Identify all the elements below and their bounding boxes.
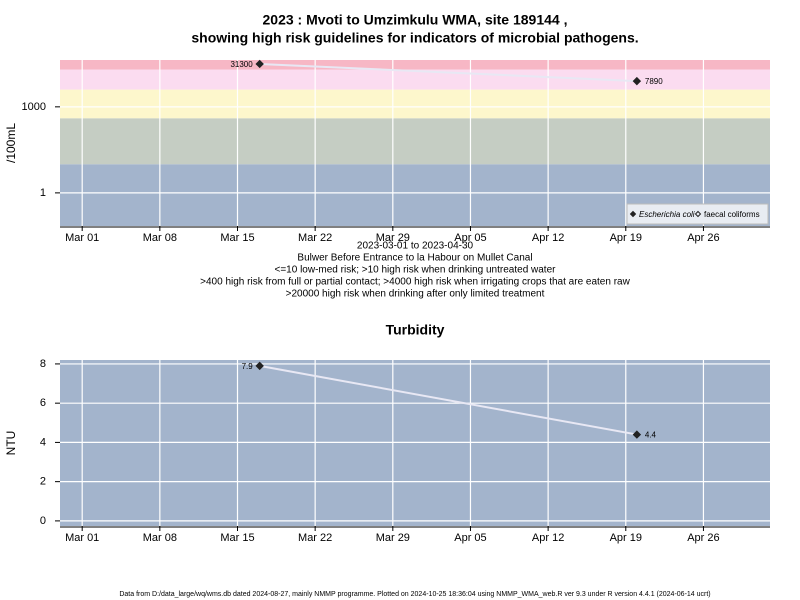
x-tick-label: Apr 19 — [610, 232, 642, 244]
x-tick-label: Mar 22 — [298, 232, 332, 244]
note: Bulwer Before Entrance to la Habour on M… — [297, 253, 532, 264]
legend-label: Escherichia coli — [639, 210, 695, 219]
chart-subtitle: showing high risk guidelines for indicat… — [191, 30, 638, 46]
x-tick-label: Mar 15 — [220, 232, 254, 244]
data-point — [632, 76, 642, 86]
x-tick-label: Apr 05 — [454, 532, 486, 544]
y-tick-label: 1 — [40, 187, 46, 199]
y-tick-label: 4 — [40, 436, 46, 448]
note: >20000 high risk when drinking after onl… — [286, 289, 545, 300]
x-tick-label: Mar 22 — [298, 532, 332, 544]
y-tick-label: 6 — [40, 397, 46, 409]
y-axis-label: /100mL — [4, 123, 18, 163]
series-line — [259, 62, 637, 83]
risk-band — [60, 60, 770, 70]
chart-title: Turbidity — [386, 322, 445, 338]
legend-label: faecal coliforms — [704, 210, 760, 219]
data-point — [255, 59, 264, 69]
y-tick-label: 0 — [40, 515, 46, 527]
data-point — [632, 430, 642, 439]
risk-band — [60, 118, 770, 165]
x-tick-label: Apr 19 — [610, 532, 642, 544]
x-tick-label: Mar 08 — [143, 532, 177, 544]
legend-marker — [694, 210, 702, 218]
data-label: 4.4 — [645, 431, 657, 440]
risk-band — [60, 69, 770, 90]
y-axis-label: NTU — [4, 431, 18, 456]
footer: Data from D:/data_large/wq/wms.db dated … — [119, 591, 710, 598]
y-tick-label: 1000 — [22, 101, 46, 113]
x-tick-label: Mar 01 — [65, 232, 99, 244]
x-tick-label: Mar 15 — [220, 532, 254, 544]
legend: Escherichia coli faecal coliforms — [626, 203, 769, 225]
legend-box — [626, 203, 769, 225]
chart-title: 2023 : Mvoti to Umzimkulu WMA, site 1891… — [263, 12, 568, 28]
data-point — [255, 361, 264, 371]
x-tick-label: Apr 12 — [532, 532, 564, 544]
x-tick-label: Mar 29 — [376, 532, 410, 544]
note: <=10 low-med risk; >10 high risk when dr… — [275, 265, 557, 276]
data-label: 31300 — [230, 60, 253, 69]
x-tick-label: Mar 01 — [65, 532, 99, 544]
x-tick-label: Mar 08 — [143, 232, 177, 244]
x-axis-label: 2023-03-01 to 2023-04-30 — [357, 241, 474, 252]
x-tick-label: Apr 05 — [454, 232, 486, 244]
x-tick-label: Apr 12 — [532, 232, 564, 244]
series-line — [259, 364, 638, 436]
x-tick-label: Mar 29 — [376, 232, 410, 244]
data-label: 7.9 — [242, 362, 254, 371]
legend-marker — [629, 210, 637, 218]
y-tick-label: 2 — [40, 476, 46, 488]
data-label: 7890 — [645, 77, 663, 86]
risk-band — [60, 89, 770, 119]
note: >400 high risk from full or partial cont… — [200, 277, 630, 288]
x-tick-label: Apr 26 — [687, 532, 719, 544]
y-tick-label: 8 — [40, 358, 46, 370]
x-tick-label: Apr 26 — [687, 232, 719, 244]
